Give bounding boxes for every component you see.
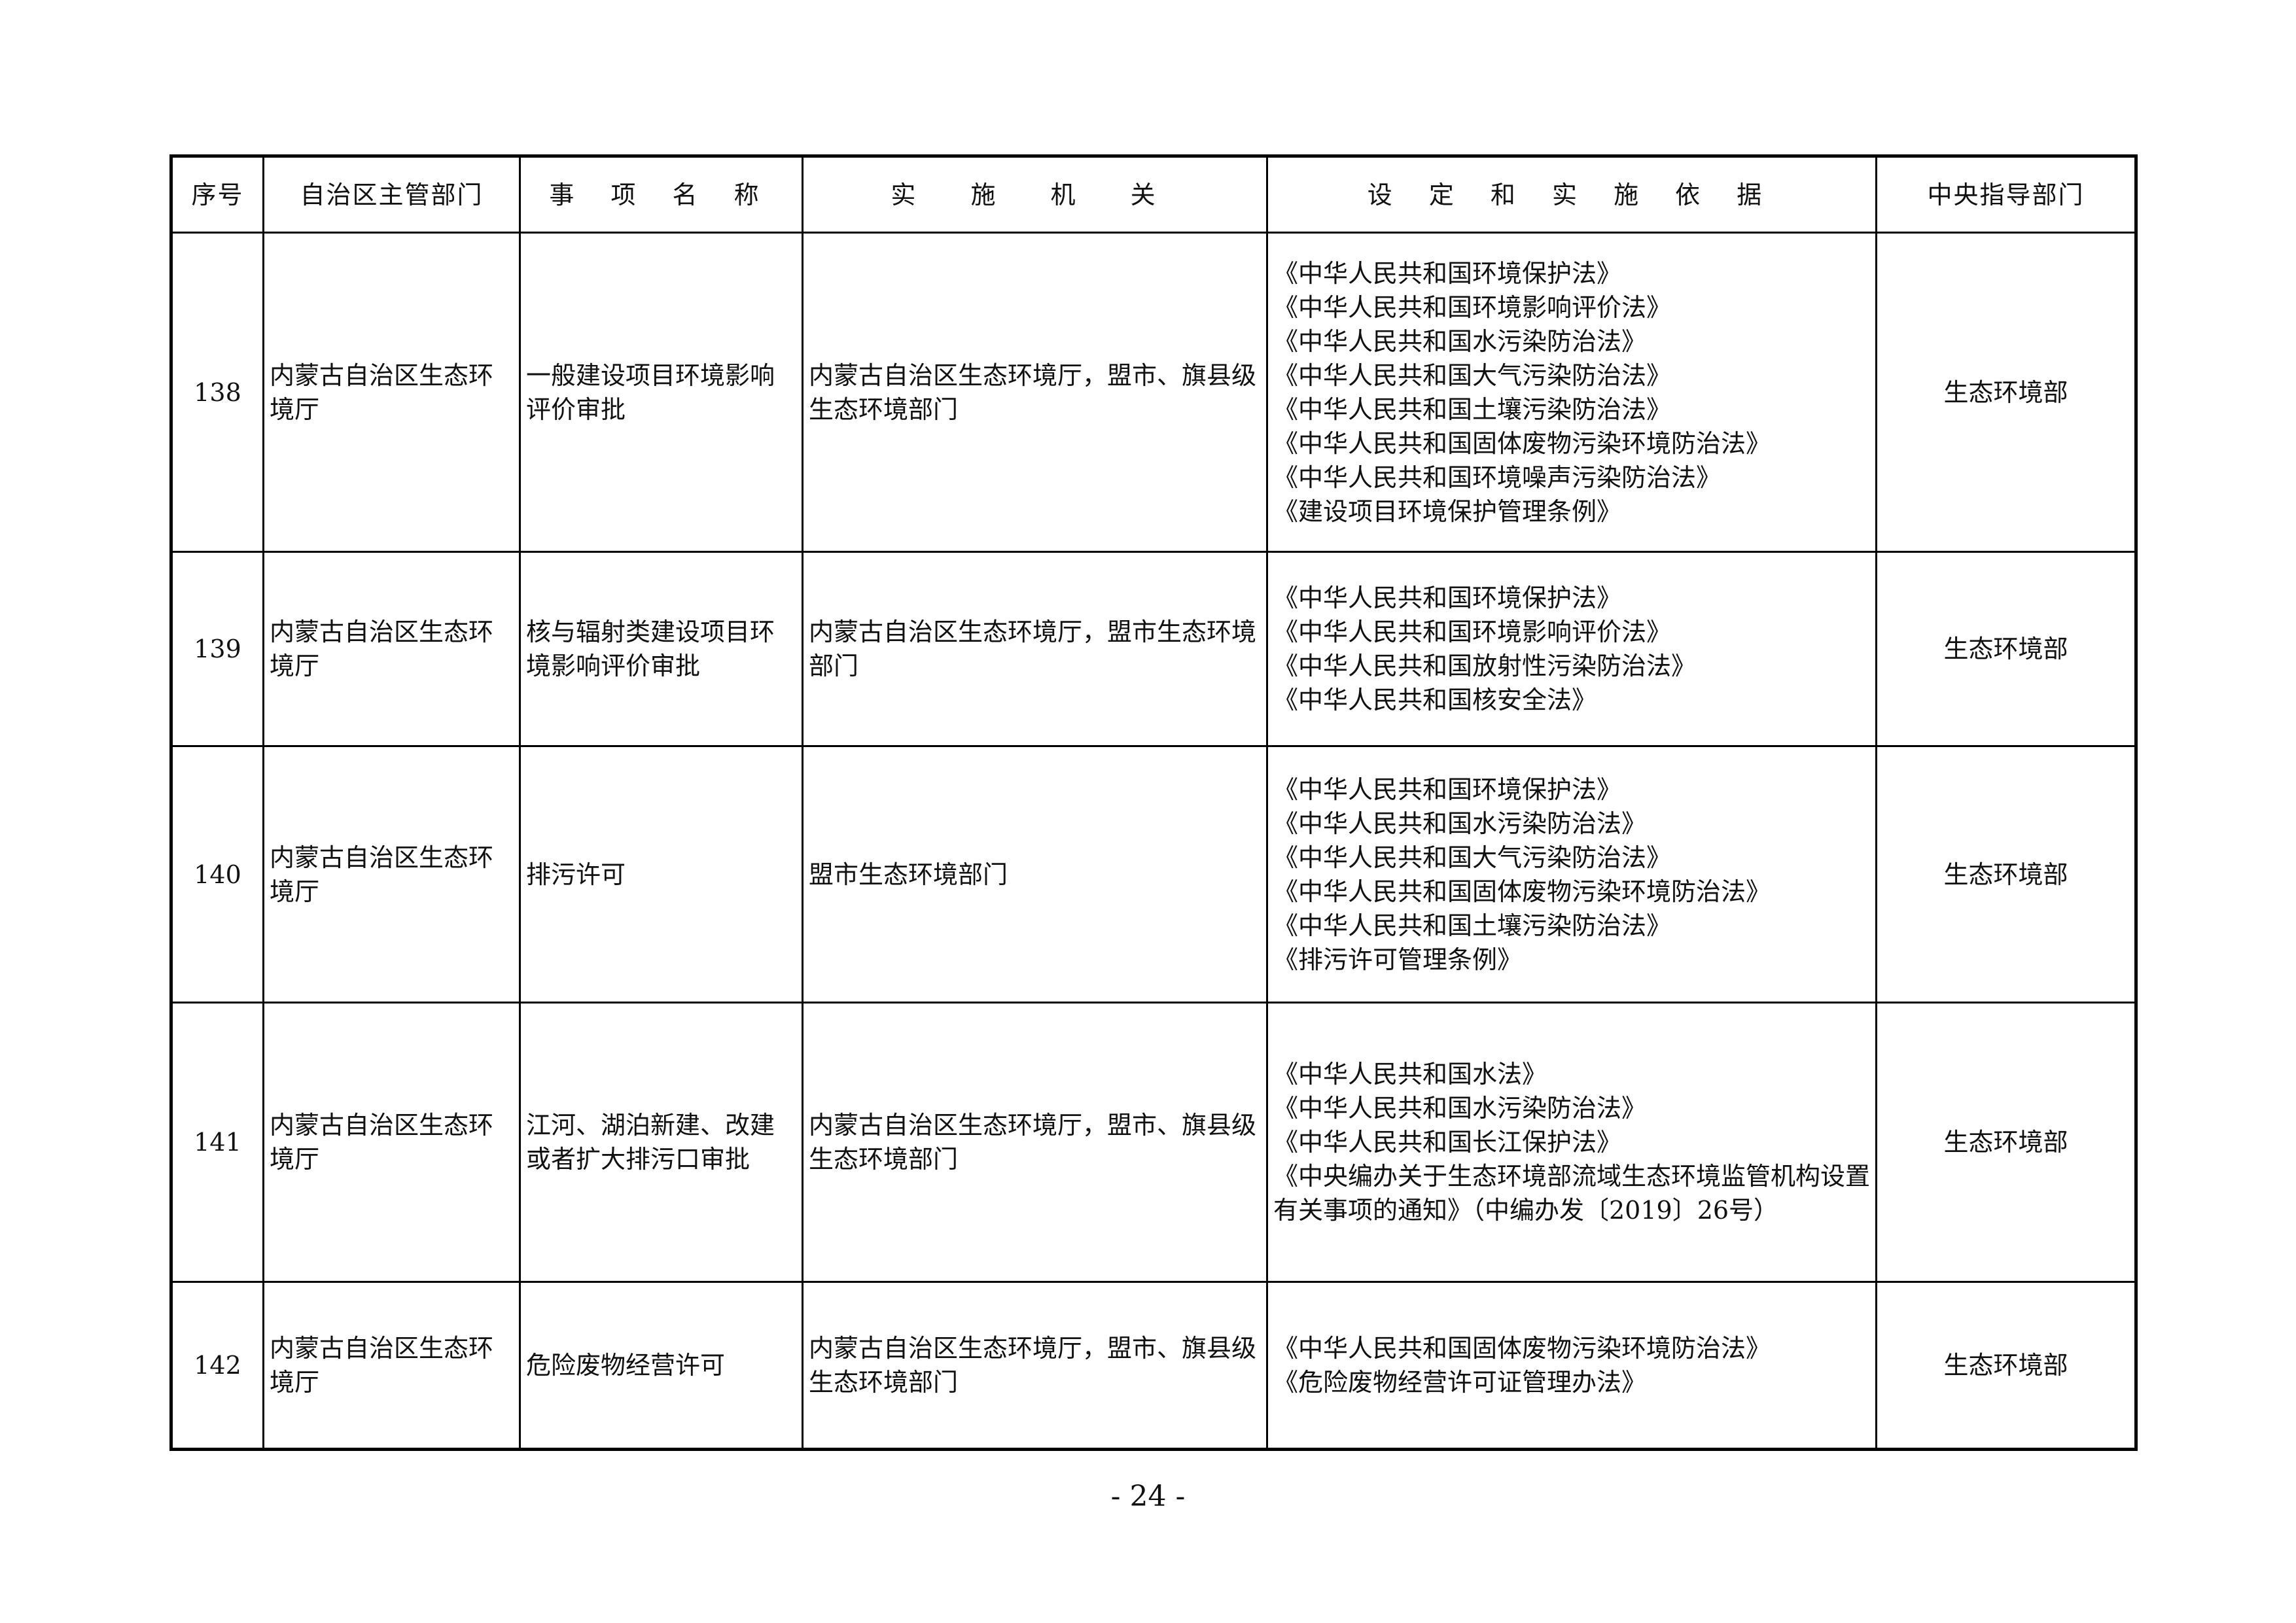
basis-entry: 《中华人民共和国大气污染防治法》: [1273, 843, 1672, 872]
row-basis: 《中华人民共和国固体废物污染环境防治法》 《危险废物经营许可证管理办法》: [1266, 1281, 1877, 1450]
basis-entry: 《中华人民共和国水法》: [1273, 1060, 1547, 1089]
row-central: 生态环境部: [1875, 232, 2137, 553]
row-dept: 内蒙古自治区生态环境厅: [262, 551, 521, 747]
items-table: 序号 自治区主管部门 事 项 名 称 实 施 机 关 设 定 和 实 施 依 据…: [169, 154, 2138, 1451]
table-row: 140 内蒙古自治区生态环境厅 排污许可 盟市生态环境部门 《中华人民共和国环境保护法》…: [170, 745, 2137, 1003]
basis-entry: 《中华人民共和国长江保护法》: [1273, 1128, 1622, 1157]
header-agency: 实 施 机 关: [802, 155, 1268, 234]
basis-entry: 《中华人民共和国水污染防治法》: [1273, 809, 1647, 838]
row-number: 139: [170, 551, 264, 747]
row-item: 排污许可: [519, 745, 804, 1003]
table-row: 138 内蒙古自治区生态环境厅 一般建设项目环境影响评价审批 内蒙古自治区生态环境厅，…: [170, 232, 2137, 553]
header-dept: 自治区主管部门: [262, 155, 521, 234]
basis-entry: 《中华人民共和国环境影响评价法》: [1273, 618, 1672, 646]
row-number: 138: [170, 232, 264, 553]
basis-entry: 《中华人民共和国水污染防治法》: [1273, 326, 1647, 356]
row-basis: 《中华人民共和国水法》《中华人民共和国水污染防治法》 《中华人民共和国长江保护法》…: [1266, 1002, 1877, 1283]
row-central: 生态环境部: [1875, 745, 2137, 1003]
row-number: 140: [170, 745, 264, 1003]
table-row: 141 内蒙古自治区生态环境厅 江河、湖泊新建、改建或者扩大排污口审批 内蒙古自治区生…: [170, 1002, 2137, 1283]
row-agency: 内蒙古自治区生态环境厅，盟市生态环境部门: [802, 551, 1268, 747]
row-agency: 盟市生态环境部门: [802, 745, 1268, 1003]
row-agency: 内蒙古自治区生态环境厅，盟市、旗县级生态环境部门: [802, 232, 1268, 553]
basis-entry: 《建设项目环境保护管理条例》: [1273, 497, 1622, 526]
basis-entry: 《中华人民共和国固体废物污染环境防治法》: [1273, 428, 1771, 458]
row-central: 生态环境部: [1875, 1281, 2137, 1450]
basis-entry: 《中华人民共和国环境保护法》: [1273, 584, 1622, 612]
row-dept: 内蒙古自治区生态环境厅: [262, 1281, 521, 1450]
row-basis: 《中华人民共和国环境保护法》《中华人民共和国环境影响评价法》 《中华人民共和国水污…: [1266, 232, 1877, 553]
basis-entry: 《中华人民共和国大气污染防治法》: [1273, 360, 1672, 390]
row-dept: 内蒙古自治区生态环境厅: [262, 745, 521, 1003]
table-row: 142 内蒙古自治区生态环境厅 危险废物经营许可 内蒙古自治区生态环境厅，盟市、旗县级…: [170, 1281, 2137, 1450]
row-agency: 内蒙古自治区生态环境厅，盟市、旗县级生态环境部门: [802, 1002, 1268, 1283]
row-basis: 《中华人民共和国环境保护法》《中华人民共和国环境影响评价法》 《中华人民共和国放射…: [1266, 551, 1877, 747]
basis-entry: 《中华人民共和国固体废物污染环境防治法》: [1273, 1334, 1771, 1363]
row-dept: 内蒙古自治区生态环境厅: [262, 1002, 521, 1283]
row-number: 142: [170, 1281, 264, 1450]
basis-entry: 《中央编办关于生态环境部流域生态环境监管机构设置有关事项的通知》（中编办发〔20…: [1273, 1162, 1871, 1225]
basis-entry: 《中华人民共和国水污染防治法》: [1273, 1094, 1647, 1123]
row-dept: 内蒙古自治区生态环境厅: [262, 232, 521, 553]
header-no: 序号: [170, 155, 264, 234]
basis-entry: 《中华人民共和国环境噪声污染防治法》: [1273, 462, 1722, 492]
row-item: 一般建设项目环境影响评价审批: [519, 232, 804, 553]
header-central: 中央指导部门: [1875, 155, 2137, 234]
row-item: 江河、湖泊新建、改建或者扩大排污口审批: [519, 1002, 804, 1283]
basis-entry: 《中华人民共和国放射性污染防治法》: [1273, 652, 1697, 680]
header-item: 事 项 名 称: [519, 155, 804, 234]
basis-entry: 《中华人民共和国核安全法》: [1273, 686, 1597, 714]
row-central: 生态环境部: [1875, 1002, 2137, 1283]
basis-entry: 《排污许可管理条例》: [1273, 945, 1523, 974]
row-central: 生态环境部: [1875, 551, 2137, 747]
row-item: 危险废物经营许可: [519, 1281, 804, 1450]
row-number: 141: [170, 1002, 264, 1283]
basis-entry: 《中华人民共和国环境保护法》: [1273, 258, 1622, 288]
page-number: - 24 -: [1110, 1480, 1186, 1513]
header-row: 序号 自治区主管部门 事 项 名 称 实 施 机 关 设 定 和 实 施 依 据…: [170, 155, 2137, 234]
basis-entry: 《中华人民共和国环境影响评价法》: [1273, 292, 1672, 322]
basis-entry: 《中华人民共和国环境保护法》: [1273, 775, 1622, 804]
basis-entry: 《中华人民共和国固体废物污染环境防治法》: [1273, 877, 1771, 906]
row-item: 核与辐射类建设项目环境影响评价审批: [519, 551, 804, 747]
row-basis: 《中华人民共和国环境保护法》 《中华人民共和国水污染防治法》 《中华人民共和国大气污…: [1266, 745, 1877, 1003]
table-row: 139 内蒙古自治区生态环境厅 核与辐射类建设项目环境影响评价审批 内蒙古自治区生态环…: [170, 551, 2137, 747]
basis-entry: 《危险废物经营许可证管理办法》: [1273, 1368, 1647, 1397]
basis-entry: 《中华人民共和国土壤污染防治法》: [1273, 394, 1672, 424]
header-basis: 设 定 和 实 施 依 据: [1266, 155, 1877, 234]
row-agency: 内蒙古自治区生态环境厅，盟市、旗县级生态环境部门: [802, 1281, 1268, 1450]
basis-entry: 《中华人民共和国土壤污染防治法》: [1273, 911, 1672, 940]
